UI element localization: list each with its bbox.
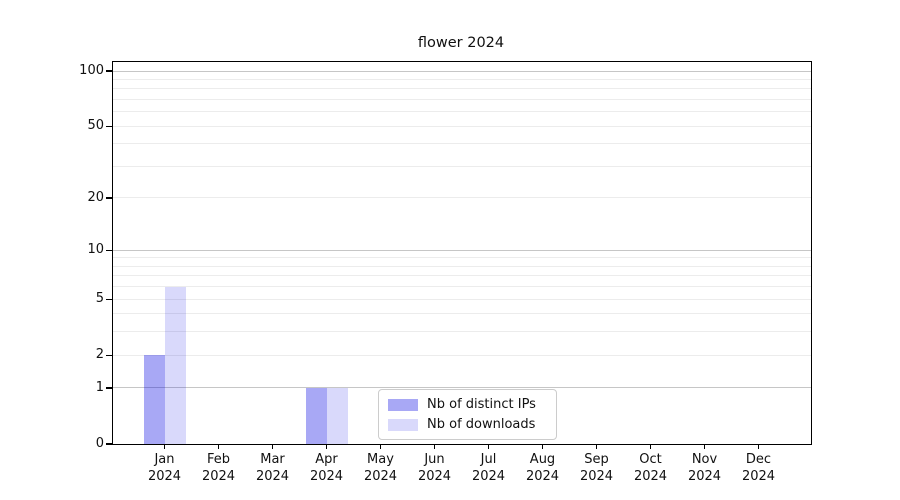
- x-tick-mark: [325, 444, 328, 449]
- x-tick-label: Nov 2024: [687, 452, 722, 484]
- bar-jan-downloads: [164, 286, 186, 444]
- bar-apr-downloads: [326, 388, 348, 444]
- x-tick-mark: [271, 444, 274, 449]
- minor-gridline: [113, 257, 811, 259]
- minor-gridline: [113, 143, 811, 145]
- y-tick-mark: [105, 249, 112, 251]
- minor-gridline: [113, 331, 811, 333]
- minor-gridline: [113, 275, 811, 277]
- legend-swatch-distinct-ips: [388, 398, 418, 411]
- y-tick-mark: [105, 70, 112, 72]
- x-tick-mark: [487, 444, 490, 449]
- y-tick-label: 1: [95, 379, 104, 395]
- y-tick-label: 10: [87, 242, 104, 258]
- x-tick-mark: [217, 444, 220, 449]
- x-tick-label: Aug 2024: [525, 452, 560, 484]
- minor-gridline: [113, 313, 811, 315]
- x-tick-mark: [541, 444, 544, 449]
- major-gridline: [113, 70, 811, 72]
- minor-gridline: [113, 111, 811, 113]
- y-tick-label: 50: [87, 118, 104, 134]
- legend-swatch-downloads: [388, 418, 418, 431]
- x-tick-mark: [379, 444, 382, 449]
- minor-gridline: [113, 286, 811, 288]
- major-gridline: [113, 249, 811, 251]
- y-tick-mark: [105, 387, 112, 389]
- minor-gridline: [113, 125, 811, 127]
- y-tick-label: 5: [95, 291, 104, 307]
- y-tick-label: 100: [79, 63, 104, 79]
- y-tick-mark: [105, 125, 112, 127]
- minor-gridline: [113, 78, 811, 80]
- minor-gridline: [113, 99, 811, 101]
- x-tick-mark: [595, 444, 598, 449]
- y-tick-mark: [105, 197, 112, 199]
- y-tick-label: 0: [95, 436, 104, 451]
- y-tick-mark: [105, 298, 112, 300]
- legend-item-downloads: Nb of downloads: [388, 417, 546, 432]
- minor-gridline: [113, 197, 811, 199]
- x-tick-label: Dec 2024: [741, 452, 776, 484]
- minor-gridline: [113, 166, 811, 167]
- x-tick-label: Jul 2024: [471, 452, 506, 484]
- x-tick-label: Feb 2024: [201, 452, 236, 484]
- x-tick-mark: [433, 444, 436, 449]
- x-tick-label: Jan 2024: [147, 452, 182, 484]
- major-gridline: [113, 387, 811, 389]
- legend: Nb of distinct IPs Nb of downloads: [378, 389, 557, 440]
- y-tick-label: 2: [95, 347, 104, 363]
- x-tick-label: Jun 2024: [417, 452, 452, 484]
- x-tick-mark: [649, 444, 652, 449]
- plot-area: 0 1 2 5 10 20 50 100 Jan 2024 Feb 2024 Mar 2024 Ap…: [79, 61, 812, 484]
- x-tick-label: Sep 2024: [579, 452, 614, 484]
- x-tick-label: Mar 2024: [255, 452, 290, 484]
- x-tick-mark: [703, 444, 706, 449]
- minor-gridline: [113, 265, 811, 267]
- minor-gridline: [113, 88, 811, 90]
- legend-label-distinct-ips: Nb of distinct IPs: [427, 397, 536, 412]
- legend-label-downloads: Nb of downloads: [427, 417, 536, 432]
- x-tick-mark: [757, 444, 760, 449]
- bar-apr-distinct-ips: [305, 388, 327, 444]
- y-tick-mark: [105, 354, 112, 356]
- y-tick-label: 20: [87, 189, 104, 205]
- bar-jan-distinct-ips: [143, 355, 165, 444]
- x-tick-label: May 2024: [363, 452, 398, 484]
- x-tick-label: Apr 2024: [309, 452, 344, 484]
- minor-gridline: [113, 354, 811, 356]
- x-tick-label: Oct 2024: [633, 452, 668, 484]
- minor-gridline: [113, 298, 811, 300]
- legend-item-distinct-ips: Nb of distinct IPs: [388, 397, 546, 412]
- x-tick-mark: [163, 444, 166, 449]
- y-tick-mark: [105, 443, 112, 445]
- chart-title: flower 2024: [417, 35, 505, 51]
